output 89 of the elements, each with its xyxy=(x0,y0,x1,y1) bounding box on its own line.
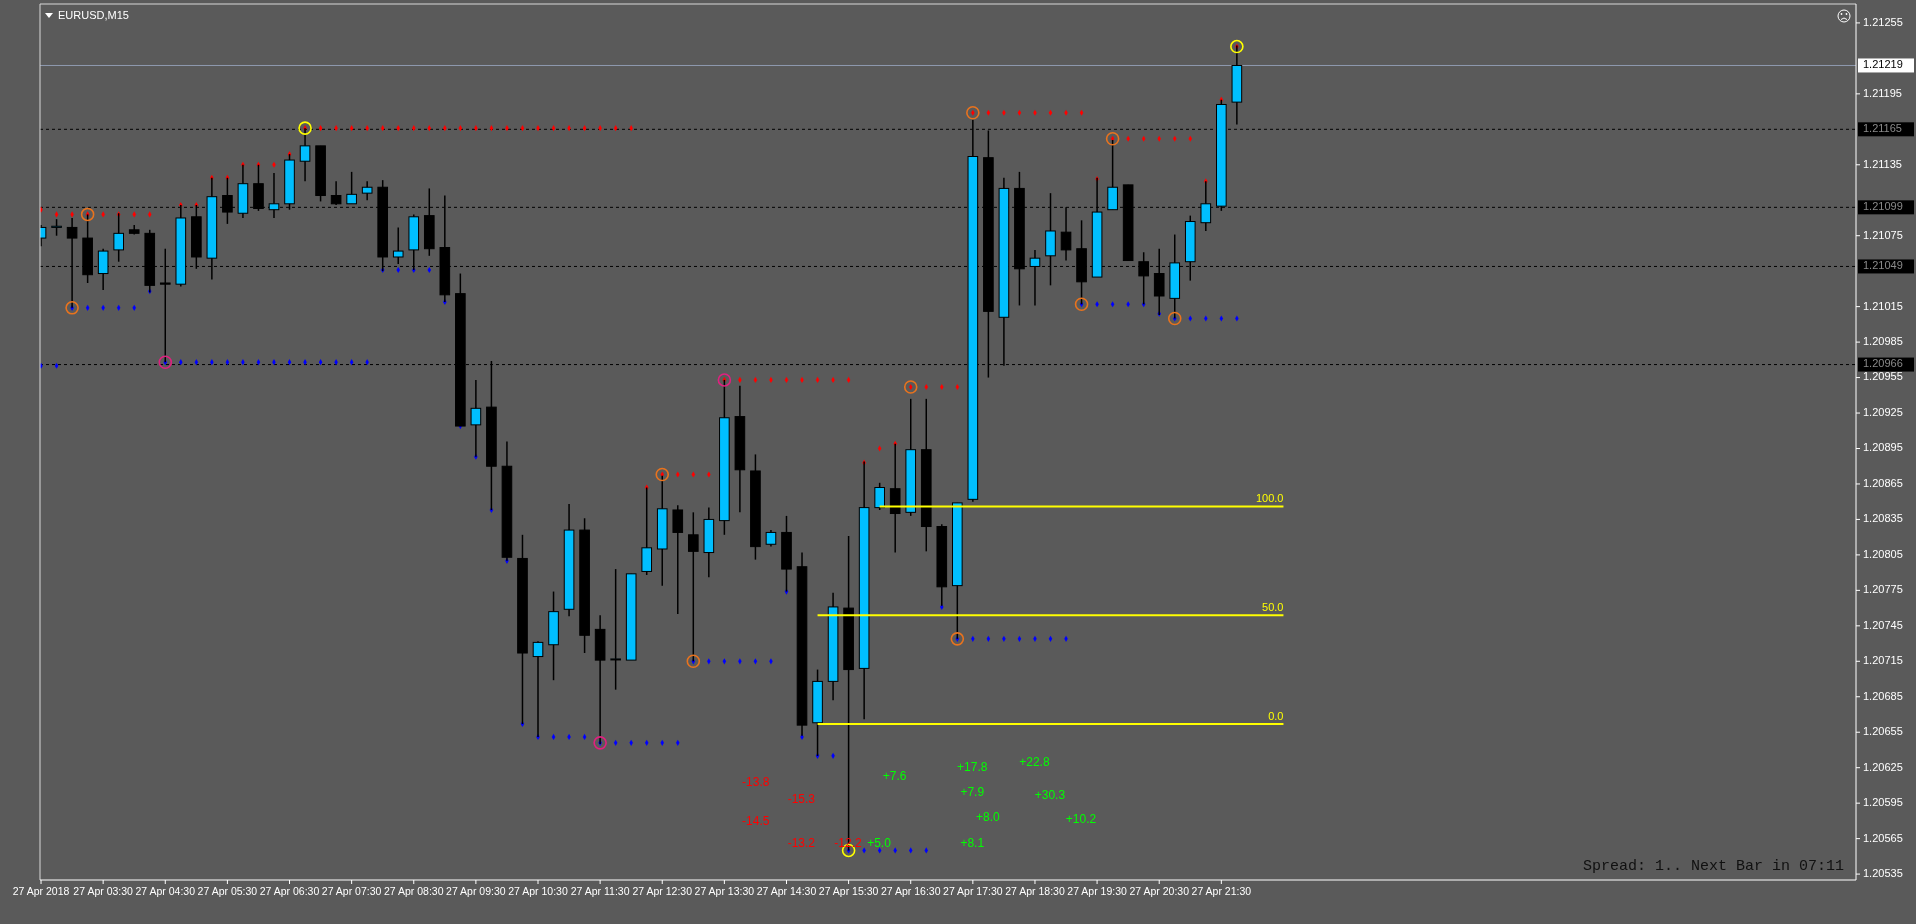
point xyxy=(1167,311,1182,326)
series-label: 50.0 xyxy=(1262,601,1284,614)
candlestick xyxy=(672,504,684,615)
ref-line-label: 1.21099 xyxy=(1863,200,1903,213)
point xyxy=(655,467,670,482)
ref-line-label: 1.20966 xyxy=(1863,357,1903,370)
y-tick-label: 1.20685 xyxy=(1863,689,1903,702)
point xyxy=(903,380,918,394)
point xyxy=(65,301,79,315)
y-tick-label: 1.20655 xyxy=(1863,725,1903,738)
y-tick-label: 1.20895 xyxy=(1863,441,1903,454)
series-label: 0.0 xyxy=(1268,709,1284,722)
x-tick-label: 27 Apr 06:30 xyxy=(259,885,320,897)
x-tick-label: 27 Apr 20:30 xyxy=(1129,885,1190,897)
annotation: -14.5 xyxy=(742,813,770,828)
y-tick-label: 1.20715 xyxy=(1863,654,1903,667)
point xyxy=(593,736,607,750)
candlestick xyxy=(330,180,342,206)
candlestick xyxy=(874,482,885,511)
ref-line-label: 1.21165 xyxy=(1863,122,1902,135)
annotation: -15.3 xyxy=(787,792,816,807)
point xyxy=(1074,297,1089,312)
y-tick-label: 1.20955 xyxy=(1863,370,1903,383)
y-tick-label: 1.21255 xyxy=(1863,15,1903,28)
x-tick-label: 27 Apr 12:30 xyxy=(632,885,693,897)
point xyxy=(686,654,701,669)
point xyxy=(158,355,173,369)
x-tick-label: 27 Apr 2018 xyxy=(12,885,70,897)
point xyxy=(966,105,980,120)
y-tick-label: 1.21135 xyxy=(1863,157,1902,170)
annotation: +30.3 xyxy=(1034,788,1066,803)
x-tick-label: 27 Apr 05:30 xyxy=(197,885,258,897)
point xyxy=(80,207,95,222)
y-tick-label: 1.20925 xyxy=(1863,405,1903,418)
y-tick-label: 1.20835 xyxy=(1863,512,1903,525)
annotation: +7.9 xyxy=(960,785,985,800)
ref-line-label: 1.21049 xyxy=(1863,259,1903,272)
y-tick-label: 1.20535 xyxy=(1863,867,1903,879)
annotation: -13.2 xyxy=(787,836,816,851)
y-tick-label: 1.20775 xyxy=(1863,583,1903,596)
y-tick-label: 1.20805 xyxy=(1863,547,1903,560)
series-label: 100.0 xyxy=(1255,492,1284,505)
annotation: +22.8 xyxy=(1019,755,1050,770)
x-tick-label: 27 Apr 07:30 xyxy=(321,885,382,897)
y-tick-label: 1.21195 xyxy=(1863,86,1902,99)
annotation: +8.1 xyxy=(960,836,985,851)
candlestick xyxy=(392,226,404,265)
x-tick-label: 27 Apr 13:30 xyxy=(694,885,755,897)
candlestick xyxy=(610,568,621,691)
y-tick-label: 1.20625 xyxy=(1863,760,1903,773)
ref-line-label: 1.21219 xyxy=(1863,58,1903,71)
x-tick-label: 27 Apr 10:30 xyxy=(508,885,568,897)
x-tick-label: 27 Apr 04:30 xyxy=(135,885,196,897)
annotation: +7.6 xyxy=(882,768,907,783)
x-tick-label: 27 Apr 21:30 xyxy=(1191,885,1252,897)
x-tick-label: 27 Apr 19:30 xyxy=(1067,885,1128,897)
chart-title: EURUSD,M15 xyxy=(58,9,129,21)
x-tick-label: 27 Apr 09:30 xyxy=(446,885,506,897)
y-tick-label: 1.20595 xyxy=(1863,796,1903,809)
x-tick-label: 27 Apr 11:30 xyxy=(570,885,630,897)
x-tick-label: 27 Apr 14:30 xyxy=(756,885,817,897)
y-tick-label: 1.20865 xyxy=(1863,476,1903,489)
y-tick-label: 1.21075 xyxy=(1863,228,1903,241)
annotation: -12.2 xyxy=(834,836,862,851)
candlestick xyxy=(1029,249,1041,307)
x-tick-label: 27 Apr 08:30 xyxy=(383,885,444,897)
annotation: +10.2 xyxy=(1065,811,1097,826)
y-tick-label: 1.20985 xyxy=(1863,335,1903,348)
y-tick-label: 1.20745 xyxy=(1863,618,1903,631)
annotation: +5.0 xyxy=(867,836,892,851)
point xyxy=(950,632,965,646)
point xyxy=(298,121,312,135)
x-tick-label: 27 Apr 17:30 xyxy=(943,885,1003,897)
annotation: +8.0 xyxy=(975,809,1000,824)
x-tick-label: 27 Apr 15:30 xyxy=(818,885,879,897)
annotation: -13.8 xyxy=(742,774,770,789)
candlestick xyxy=(361,180,373,201)
y-tick-label: 1.21015 xyxy=(1863,299,1903,312)
point xyxy=(1230,39,1244,54)
candlestick xyxy=(346,171,357,205)
point xyxy=(717,373,732,387)
annotation: Spread: 1.. Next Bar in 07:11 xyxy=(1582,858,1844,875)
annotation: +17.8 xyxy=(957,760,988,775)
y-tick-label: 1.20565 xyxy=(1863,831,1903,844)
x-tick-label: 27 Apr 16:30 xyxy=(880,885,941,897)
point xyxy=(1105,131,1120,146)
candlestick xyxy=(532,640,544,738)
x-tick-label: 27 Apr 18:30 xyxy=(1005,885,1065,897)
x-tick-label: 27 Apr 03:30 xyxy=(73,885,134,897)
